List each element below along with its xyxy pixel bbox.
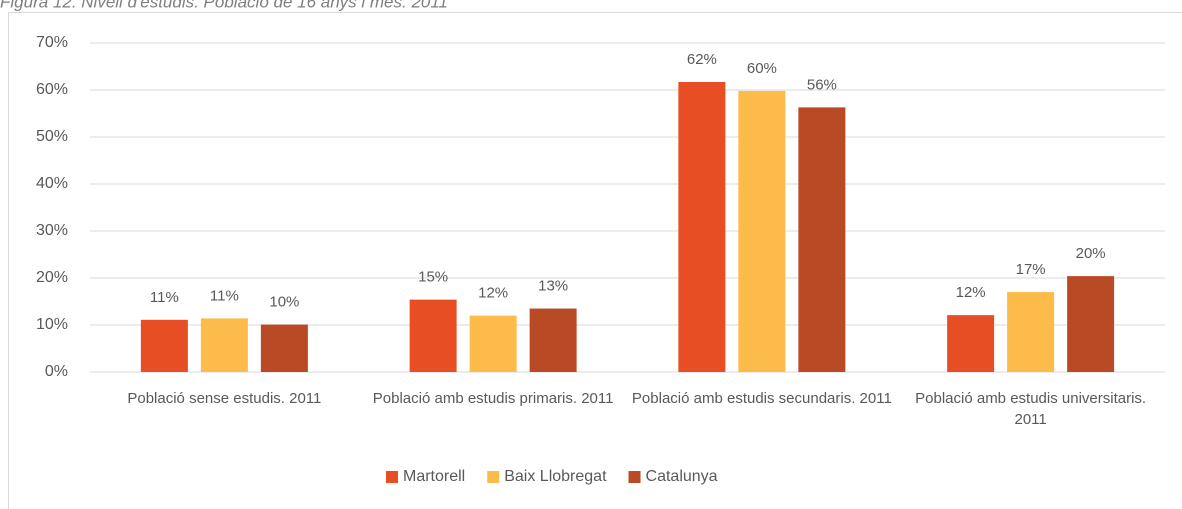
value-label: 20% [1076, 245, 1106, 262]
bar [1067, 276, 1115, 372]
bar [140, 319, 188, 372]
bar [529, 308, 577, 372]
legend-swatch [487, 471, 500, 483]
x-tick-label: Població amb estudis universitaris. 2011 [915, 390, 1147, 428]
x-tick-label: Població amb estudis secundaris. 2011 [631, 390, 892, 407]
bar [469, 315, 517, 372]
y-tick-label: 30% [36, 222, 68, 239]
value-label: 11% [150, 289, 179, 306]
value-label: 11% [210, 287, 239, 304]
y-tick-label: 40% [36, 175, 68, 192]
value-label: 10% [269, 293, 299, 310]
bar [678, 82, 726, 372]
bar [738, 90, 786, 372]
bar [798, 107, 846, 372]
value-label: 56% [807, 76, 837, 93]
value-label: 13% [538, 278, 568, 295]
legend-label: Catalunya [646, 468, 718, 485]
value-label: 12% [956, 284, 986, 301]
y-tick-label: 50% [36, 128, 68, 145]
chart-border [8, 12, 1182, 509]
y-tick-label: 20% [36, 269, 68, 286]
y-tick-label: 70% [36, 34, 68, 51]
bar [200, 318, 248, 372]
legend-label: Martorell [403, 468, 465, 485]
bar [1007, 292, 1055, 372]
legend-swatch [628, 471, 641, 483]
y-tick-label: 10% [36, 316, 68, 333]
bar [409, 299, 457, 372]
y-tick-label: 60% [36, 81, 68, 98]
x-tick-label: Població amb estudis primaris. 2011 [372, 390, 614, 407]
x-tick-label: Població sense estudis. 2011 [127, 390, 322, 407]
value-label: 15% [418, 269, 448, 286]
value-label: 17% [1016, 261, 1046, 278]
legend-swatch [386, 471, 398, 483]
legend-label: Baix Llobregat [504, 468, 607, 485]
bar [260, 324, 308, 372]
chart-title: Figura 12. Nivell d'estudis. Població de… [0, 0, 448, 11]
value-label: 12% [478, 285, 508, 302]
y-tick-label: 0% [45, 363, 68, 380]
bar [947, 315, 995, 372]
value-label: 60% [747, 60, 777, 77]
value-label: 62% [687, 51, 717, 68]
